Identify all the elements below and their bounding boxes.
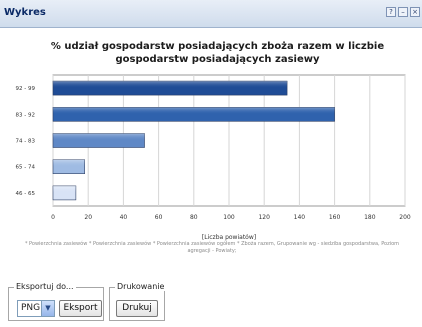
- window-buttons: ? – ×: [386, 7, 420, 17]
- bar-highlight: [53, 159, 85, 174]
- x-tick-label: 60: [155, 214, 163, 221]
- x-tick-label: 40: [120, 214, 128, 221]
- x-tick-label: 80: [190, 214, 198, 221]
- bar-highlight: [53, 185, 76, 200]
- help-button[interactable]: ?: [386, 7, 396, 17]
- y-tick-label: 46 - 65: [16, 191, 36, 197]
- y-tick-label: 65 - 74: [16, 165, 36, 171]
- export-legend: Eksportuj do...: [14, 282, 76, 291]
- export-format-select[interactable]: PNG ▼: [17, 300, 55, 317]
- x-tick-label: 20: [84, 214, 92, 221]
- x-tick-label: 100: [223, 214, 235, 221]
- minimize-button[interactable]: –: [398, 7, 408, 17]
- window-titlebar: Wykres ? – ×: [0, 0, 422, 28]
- print-button[interactable]: Drukuj: [116, 300, 158, 317]
- export-format-value: PNG: [21, 303, 41, 313]
- x-tick-label: 180: [364, 214, 376, 221]
- x-axis-label: [Liczba powiatów]: [202, 234, 256, 241]
- bar-highlight: [53, 81, 288, 96]
- bar-highlight: [53, 133, 145, 148]
- chart-footnote: * Powierzchnia zasiewów * Powierzchnia z…: [24, 241, 400, 254]
- chart-title: % udział gospodarstw posiadających zboża…: [50, 41, 385, 65]
- export-button[interactable]: Eksport: [59, 300, 102, 317]
- export-group: Eksportuj do... PNG ▼ Eksport: [8, 282, 104, 321]
- x-tick-label: 160: [329, 214, 341, 221]
- y-tick-label: 92 - 99: [16, 86, 36, 92]
- y-tick-label: 74 - 83: [16, 139, 36, 145]
- x-tick-label: 120: [258, 214, 270, 221]
- x-tick-label: 140: [294, 214, 306, 221]
- y-tick-label: 83 - 92: [16, 112, 35, 118]
- print-legend: Drukowanie: [115, 282, 167, 291]
- bar-highlight: [53, 107, 335, 122]
- print-group: Drukowanie Drukuj: [109, 282, 167, 321]
- x-tick-label: 0: [51, 214, 55, 221]
- chevron-down-icon[interactable]: ▼: [41, 301, 54, 316]
- x-tick-label: 200: [399, 214, 411, 221]
- window-title: Wykres: [4, 7, 46, 18]
- close-button[interactable]: ×: [410, 7, 420, 17]
